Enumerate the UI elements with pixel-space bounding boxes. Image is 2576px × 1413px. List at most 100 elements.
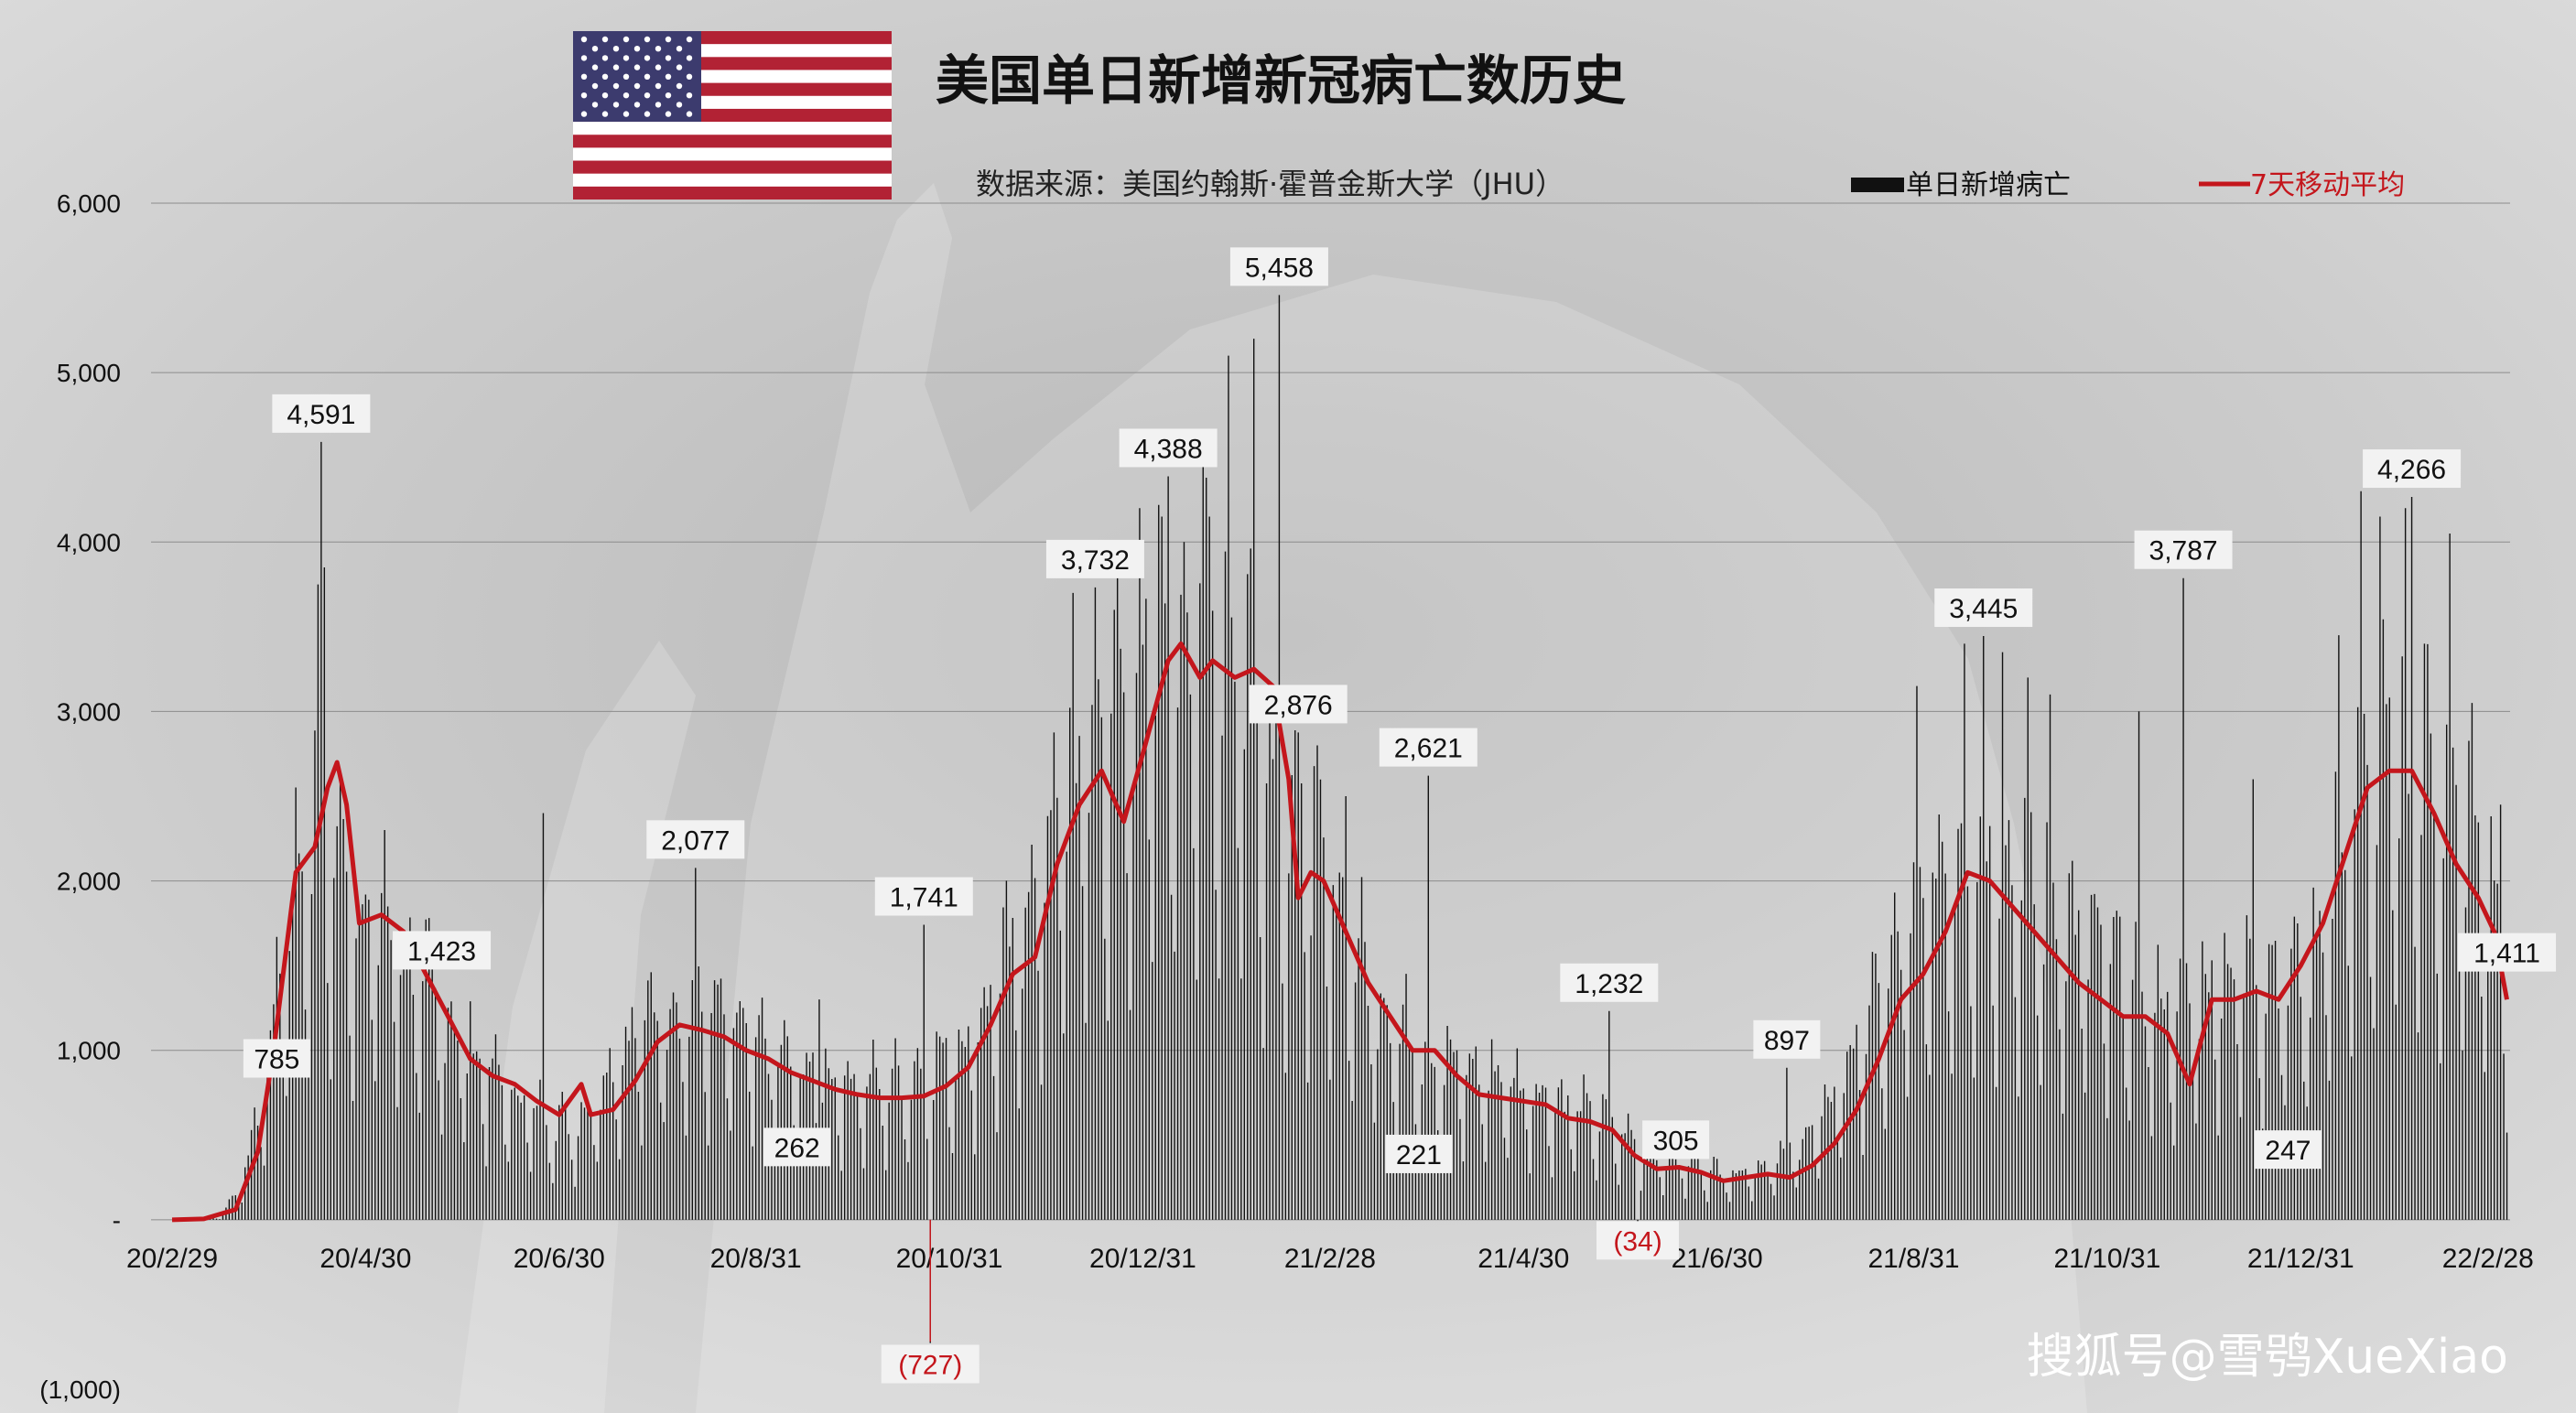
bars — [174, 295, 2508, 1343]
flag-star — [601, 111, 609, 117]
y-tick-label: 1,000 — [57, 1037, 121, 1065]
flag-star — [655, 82, 662, 90]
data-label-box — [272, 394, 371, 433]
data-label-box — [1385, 1134, 1453, 1173]
moving-average-line — [171, 641, 2509, 1223]
data-label: 2,876 — [1264, 690, 1333, 720]
y-tick-label: 6,000 — [57, 189, 121, 218]
flag-star — [665, 55, 672, 61]
flag-star — [622, 55, 630, 61]
flag-star — [622, 92, 630, 99]
flag-star — [612, 64, 620, 70]
data-label: (34) — [1613, 1226, 1661, 1257]
flag-star — [686, 111, 693, 117]
legend-bar-label: 单日新增病亡 — [1906, 169, 2071, 201]
y-axis-labels: 6,000 5,000 4,000 3,000 2,000 1,000 - (1,000) — [39, 189, 121, 1404]
flag-star — [580, 55, 588, 61]
data-label-box — [646, 820, 745, 859]
flag-star — [676, 82, 683, 90]
data-label: 1,741 — [890, 883, 958, 913]
flag-star — [591, 82, 599, 90]
data-label-box — [874, 877, 973, 916]
data-label-box — [1379, 728, 1477, 767]
x-tick-label: 21/4/30 — [1477, 1244, 1569, 1274]
flag-star — [622, 36, 630, 43]
source-note: 数据来源：美国约翰斯·霍普金斯大学（JHU） — [976, 167, 1564, 201]
flag-star — [633, 102, 641, 108]
flag-stripe — [573, 186, 892, 200]
data-label-box — [1934, 588, 2033, 628]
flag-star — [580, 36, 588, 43]
data-label-box — [243, 1039, 310, 1078]
data-label: 1,423 — [407, 936, 476, 966]
flag-star — [580, 92, 588, 99]
flag-star — [591, 64, 599, 70]
flag-star — [655, 64, 662, 70]
flag-star — [633, 82, 641, 90]
data-label-box — [1596, 1221, 1680, 1260]
flag-star — [665, 73, 672, 80]
flag-star — [612, 46, 620, 52]
legend-bar-swatch — [1851, 178, 1904, 192]
flag-star — [655, 46, 662, 52]
data-label: 247 — [2265, 1136, 2311, 1166]
flag-stripe — [573, 160, 892, 174]
data-label-box — [2134, 530, 2233, 569]
flag-star — [686, 36, 693, 43]
data-label: 221 — [1396, 1140, 1442, 1170]
data-label: 2,077 — [661, 825, 730, 856]
watermark: 搜狐号@雪鸮XueXiao — [2027, 1330, 2508, 1385]
data-label-box — [1045, 539, 1144, 578]
x-tick-label: 20/2/29 — [126, 1244, 218, 1274]
x-tick-label: 21/6/30 — [1672, 1244, 1763, 1274]
x-tick-label: 21/8/31 — [1867, 1244, 1959, 1274]
data-label-box — [2458, 933, 2557, 972]
data-label-box — [393, 931, 492, 970]
data-label: 1,411 — [2473, 939, 2540, 969]
x-tick-label: 20/6/30 — [514, 1244, 605, 1274]
flag-star — [633, 64, 641, 70]
data-label-box — [1249, 685, 1348, 724]
flag-star — [676, 64, 683, 70]
x-tick-label: 21/2/28 — [1284, 1244, 1376, 1274]
data-label-box — [763, 1127, 831, 1167]
flag-star — [644, 36, 651, 43]
flag-star — [601, 73, 609, 80]
flag-star — [686, 73, 693, 80]
y-tick-label: 2,000 — [57, 868, 121, 896]
x-tick-label: 20/8/31 — [710, 1244, 802, 1274]
flag-star — [644, 55, 651, 61]
y-tick-label: (1,000) — [39, 1375, 121, 1404]
data-label: 3,445 — [1949, 594, 2018, 624]
data-label-box — [2363, 449, 2462, 489]
x-tick-label: 22/2/28 — [2442, 1244, 2534, 1274]
data-label: 3,732 — [1061, 545, 1130, 576]
x-tick-label: 20/4/30 — [319, 1244, 411, 1274]
flag-star — [601, 92, 609, 99]
data-label-box — [1753, 1019, 1821, 1059]
us-flag-icon — [573, 31, 892, 200]
data-label: 5,458 — [1245, 253, 1314, 283]
flag-star — [676, 46, 683, 52]
flag-star — [601, 36, 609, 43]
flag-star — [591, 46, 599, 52]
data-label-box — [1642, 1120, 1710, 1160]
x-tick-label: 20/10/31 — [896, 1244, 1003, 1274]
data-label: 785 — [254, 1045, 299, 1075]
flag-star — [665, 111, 672, 117]
data-label: 4,388 — [1134, 434, 1203, 464]
flag-star — [644, 111, 651, 117]
data-label-box — [2254, 1130, 2322, 1170]
flag-star — [644, 73, 651, 80]
x-axis-labels: 20/2/29 20/4/30 20/6/30 20/8/31 20/10/31 20/1… — [126, 1244, 2534, 1274]
flag-star — [665, 36, 672, 43]
flag-stripe — [573, 135, 892, 148]
moving-average-line-group — [171, 641, 2509, 1223]
flag-star — [612, 82, 620, 90]
data-label: (727) — [898, 1350, 962, 1380]
data-label-box — [1560, 963, 1659, 1002]
x-tick-label: 21/10/31 — [2054, 1244, 2161, 1274]
data-label: 4,266 — [2377, 455, 2446, 485]
data-label-box — [1229, 247, 1328, 286]
